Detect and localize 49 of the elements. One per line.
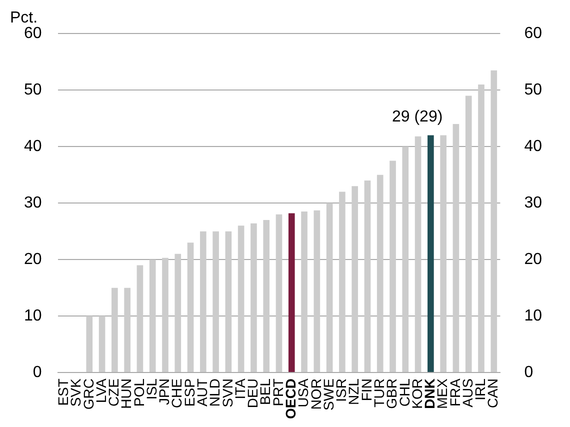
y2-tick-label: 20	[524, 250, 542, 268]
bar	[112, 288, 118, 372]
y-tick-label: 10	[24, 307, 42, 324]
y2-tick-label: 30	[524, 194, 542, 212]
bar	[364, 180, 371, 372]
bar	[238, 226, 244, 372]
bar	[376, 174, 384, 372]
bar	[212, 231, 219, 372]
bar	[402, 146, 409, 372]
bar	[490, 70, 498, 372]
bar	[149, 260, 156, 372]
bar	[263, 220, 270, 372]
bar	[250, 223, 257, 372]
bar	[428, 135, 434, 372]
y-tick-label: 40	[24, 138, 42, 155]
bar	[86, 316, 93, 372]
bar	[288, 213, 295, 372]
bar	[352, 186, 358, 372]
bar	[187, 242, 194, 372]
y2-tick-label: 10	[524, 307, 542, 324]
y2-tick-label: 50	[524, 82, 542, 98]
bar	[326, 203, 333, 372]
bar	[225, 231, 232, 372]
y-tick-label: 30	[24, 194, 42, 212]
bar	[124, 288, 130, 372]
bar	[414, 136, 422, 372]
y-tick-label: 50	[24, 82, 42, 98]
bar	[276, 214, 282, 372]
y-axis-title: Pct.	[10, 9, 38, 26]
bar	[174, 254, 182, 372]
bar	[452, 124, 460, 372]
y-tick-label: 60	[24, 25, 42, 42]
bar	[98, 316, 106, 372]
bar	[301, 212, 308, 372]
bar	[465, 96, 472, 372]
bar	[339, 192, 346, 372]
bar	[162, 258, 168, 372]
y2-tick-label: 0	[524, 364, 534, 381]
y2-tick-label: 60	[524, 25, 542, 42]
bar	[440, 135, 446, 372]
bar	[314, 210, 320, 372]
bar	[390, 160, 396, 372]
y-tick-label: 20	[24, 250, 42, 268]
bar	[478, 84, 484, 372]
y-tick-label: 0	[32, 364, 42, 381]
y2-tick-label: 40	[524, 138, 542, 155]
bar	[200, 231, 206, 372]
bar	[136, 265, 144, 372]
annotation: 29 (29)	[392, 108, 443, 126]
